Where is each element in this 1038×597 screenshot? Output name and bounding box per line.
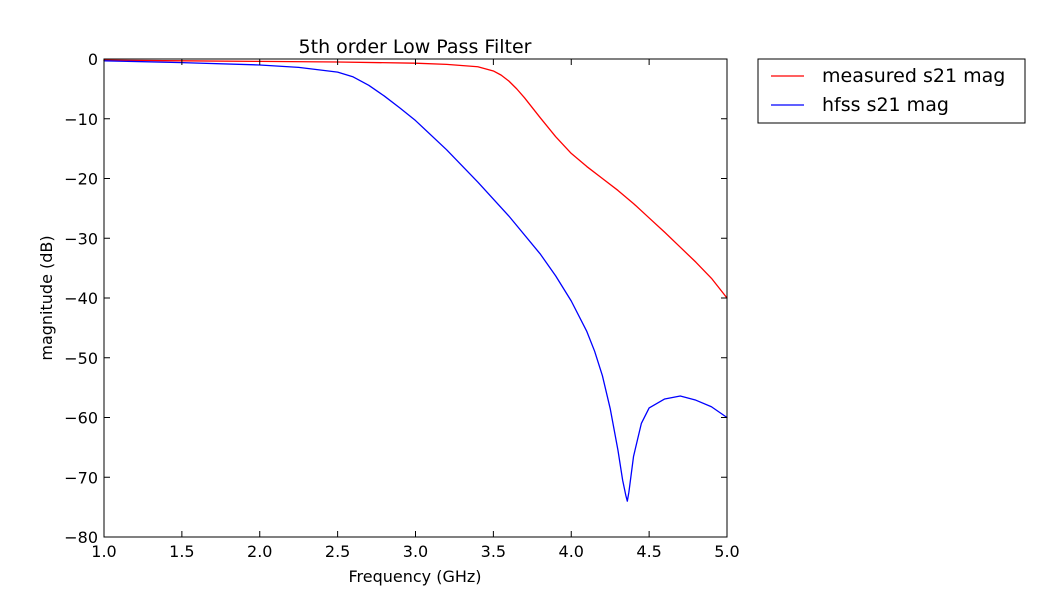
y-tick-label: −30 — [64, 229, 98, 248]
x-tick-label: 3.0 — [403, 542, 428, 561]
x-tick-label: 1.0 — [91, 542, 116, 561]
x-axis-label: Frequency (GHz) — [348, 567, 481, 586]
y-tick-label: −80 — [64, 528, 98, 547]
x-tick-label: 3.5 — [481, 542, 506, 561]
x-tick-label: 5.0 — [714, 542, 739, 561]
y-tick-label: 0 — [88, 50, 98, 69]
x-tick-label: 1.5 — [169, 542, 194, 561]
legend-box — [757, 58, 1026, 124]
x-tick-label: 4.0 — [559, 542, 584, 561]
chart-title: 5th order Low Pass Filter — [299, 36, 532, 58]
y-tick-label: −60 — [64, 409, 98, 428]
y-tick-label: −40 — [64, 289, 98, 308]
x-tick-label: 4.5 — [636, 542, 661, 561]
plot-frame — [103, 58, 728, 538]
plot-area — [104, 59, 727, 537]
y-tick-label: −20 — [64, 170, 98, 189]
y-tick-label: −70 — [64, 468, 98, 487]
x-tick-label: 2.0 — [247, 542, 272, 561]
y-axis-label: magnitude (dB) — [37, 235, 56, 360]
x-tick-label: 2.5 — [325, 542, 350, 561]
y-tick-label: −50 — [64, 349, 98, 368]
ticks-group: 1.0 1.5 2.0 2.5 3.0 3.5 4.0 4.5 5.0 0 −10 −20 −30 −40… — [64, 50, 739, 561]
y-tick-label: −10 — [64, 110, 98, 129]
legend: measured s21 mag hfss s21 mag — [757, 58, 1026, 124]
series-line-hfss-s21 — [103, 60, 728, 502]
legend-label-hfss: hfss s21 mag — [822, 94, 949, 116]
legend-label-measured: measured s21 mag — [822, 65, 1005, 87]
